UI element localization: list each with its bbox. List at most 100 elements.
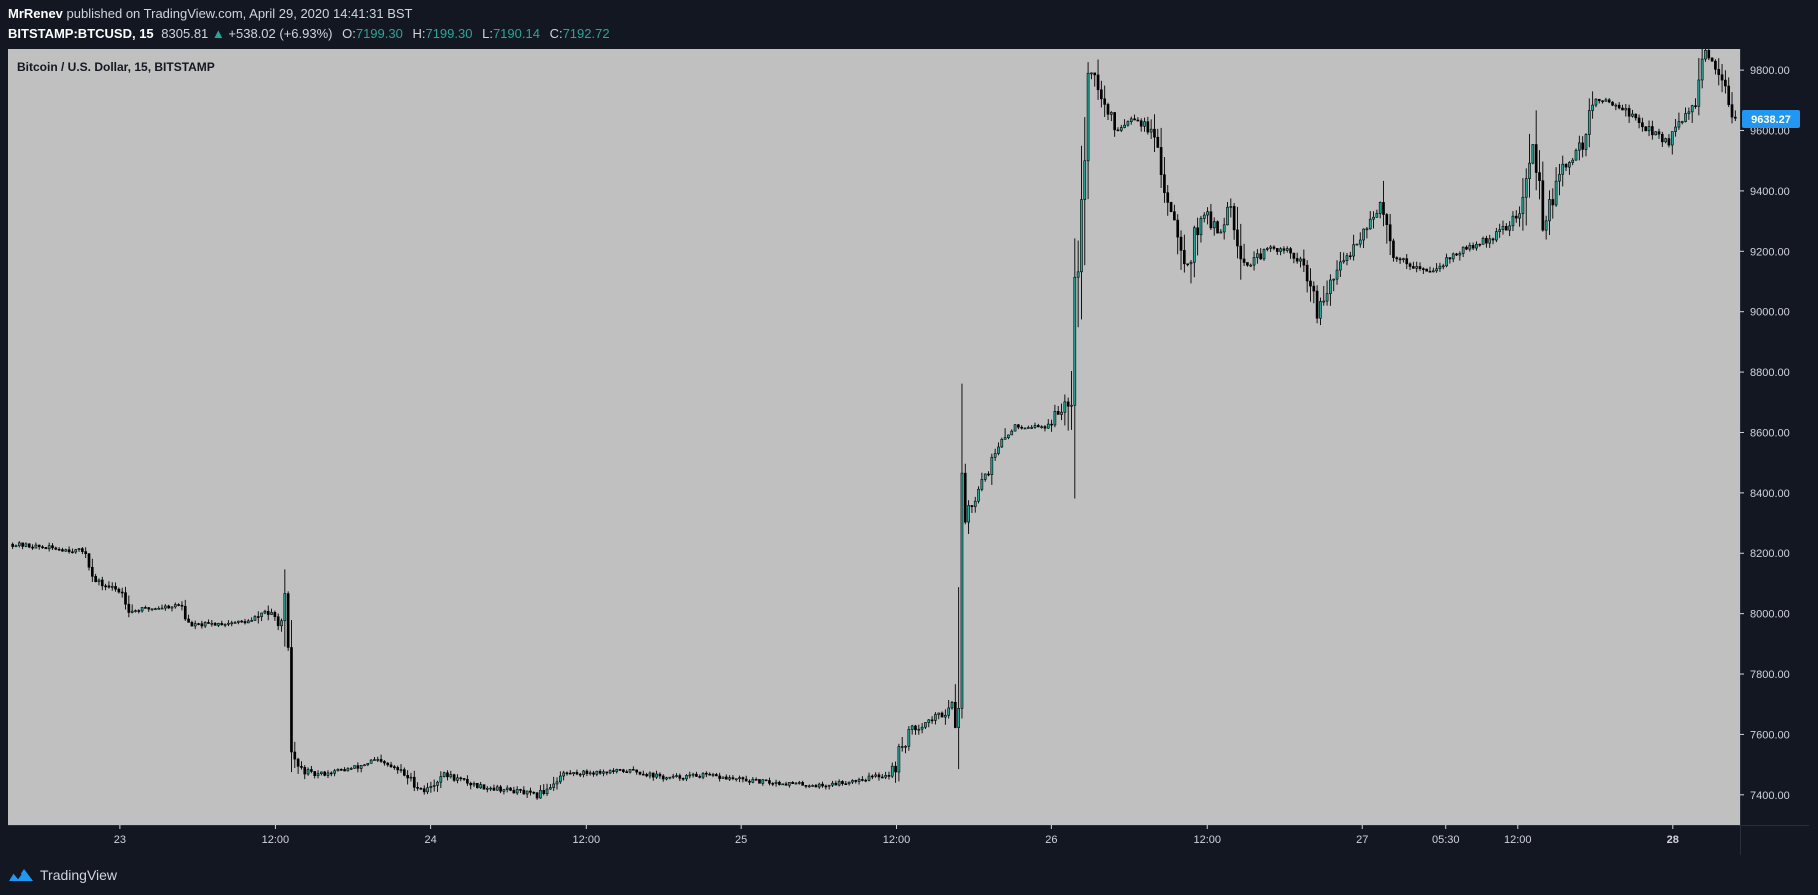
candle-down [1056, 411, 1060, 415]
candle-down [240, 620, 244, 623]
candle-up [811, 785, 814, 787]
candle-up [336, 768, 340, 772]
candle-up [306, 769, 310, 775]
candle-down [535, 792, 539, 799]
price-axis[interactable]: 7400.00 7600.00 7800.00 8000.00 8200.00 8400.… [1740, 65, 1790, 802]
candle-up [734, 778, 738, 780]
plot-area[interactable] [8, 49, 1740, 825]
candle-up [1468, 245, 1472, 250]
candle-up [947, 707, 951, 716]
candle-down [592, 772, 595, 775]
candle-down [618, 769, 622, 771]
candle-up [346, 768, 350, 772]
candle-up [1023, 427, 1027, 430]
candle-up [283, 593, 287, 622]
candle-up [1027, 427, 1030, 429]
candle-up [788, 782, 791, 786]
chart-title: Bitcoin / U.S. Dollar, 15, BITSTAMP [17, 60, 215, 74]
x-tick-label: 28 [1667, 834, 1679, 846]
candle-down [412, 776, 416, 788]
time-axis[interactable]: 23 12:00 24 12:00 25 12:00 26 12:00 27 05:30 12:00… [114, 825, 1679, 846]
footer-branding[interactable]: TradingView [8, 864, 117, 886]
candle-up [827, 784, 831, 787]
candle-up [1518, 213, 1521, 219]
candle-up [907, 729, 911, 747]
candle-down [190, 622, 194, 627]
candle-up [260, 612, 263, 617]
candle-down [568, 772, 572, 775]
candle-up [1501, 225, 1505, 230]
publish-info: MrRenev published on TradingView.com, Ap… [8, 4, 412, 23]
candle-down [94, 576, 97, 583]
candle-down [1093, 72, 1097, 76]
candle-down [1275, 248, 1279, 252]
candle-down [396, 767, 400, 771]
candle-down [499, 786, 502, 792]
candle-down [529, 790, 532, 793]
candle-down [970, 505, 974, 507]
candle-up [505, 787, 509, 790]
candle-up [608, 770, 612, 774]
candle-down [1710, 57, 1714, 62]
candle-down [1348, 255, 1352, 258]
candle-up [1508, 225, 1511, 231]
candle-down [386, 762, 390, 766]
chart-container[interactable]: Bitcoin / U.S. Dollar, 15, BITSTAMP 7400… [8, 41, 1809, 855]
candle-down [638, 771, 642, 775]
candle-down [1717, 69, 1721, 76]
candle-down [1564, 163, 1568, 168]
candle-up [173, 604, 177, 608]
candle-up [449, 774, 453, 778]
candle-down [801, 782, 804, 786]
low-value: 7190.14 [492, 26, 540, 41]
candle-up [246, 620, 250, 624]
candle-up [1252, 257, 1256, 266]
candle-down [329, 772, 333, 775]
candle-up [1362, 228, 1365, 241]
candle-up [1070, 404, 1073, 407]
candle-down [1597, 98, 1601, 102]
candle-down [768, 780, 771, 784]
candle-down [1179, 236, 1183, 251]
candle-up [502, 789, 506, 792]
candle-up [1003, 437, 1007, 440]
author-name[interactable]: MrRenev [8, 6, 63, 21]
candle-down [708, 773, 712, 776]
candle-down [41, 546, 44, 549]
candle-down [612, 770, 615, 772]
candle-up [1674, 126, 1677, 132]
candle-up [1594, 98, 1598, 106]
candle-up [349, 768, 353, 770]
candle-down [124, 592, 127, 605]
candle-up [359, 764, 363, 769]
last-price-label: 9638.27 [1751, 114, 1791, 126]
candle-down [877, 774, 881, 778]
x-tick-label: 12:00 [883, 834, 911, 846]
candle-up [1322, 300, 1326, 303]
candle-up [1335, 269, 1339, 280]
candlestick-chart[interactable]: Bitcoin / U.S. Dollar, 15, BITSTAMP 7400… [8, 41, 1809, 855]
candle-down [542, 790, 546, 794]
last-price: 8305.81 [161, 26, 209, 41]
candle-up [1000, 439, 1004, 448]
candle-up [1647, 126, 1651, 132]
candle-down [379, 759, 383, 762]
candle-down [758, 779, 761, 784]
candle-down [821, 783, 824, 787]
candle-down [1159, 147, 1163, 175]
candle-down [1146, 121, 1150, 133]
candle-down [1471, 245, 1475, 249]
candle-up [701, 772, 705, 778]
candle-down [1714, 60, 1717, 70]
candle-down [1166, 192, 1170, 203]
candle-up [1352, 244, 1355, 257]
candle-down [1385, 214, 1389, 225]
candle-up [1040, 426, 1043, 428]
candle-down [84, 551, 88, 555]
candle-up [1461, 246, 1465, 254]
candle-down [861, 779, 864, 781]
candle-down [310, 769, 313, 772]
candle-up [1212, 221, 1216, 229]
candle-down [1096, 74, 1100, 91]
candle-down [565, 772, 569, 775]
